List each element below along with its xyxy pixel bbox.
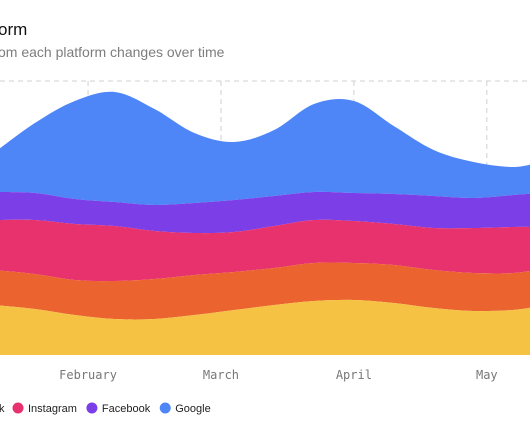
legend-item-facebook[interactable]: Facebook bbox=[86, 402, 151, 416]
legend-label: Instagram bbox=[28, 403, 77, 415]
area-series-facebook bbox=[0, 191, 530, 234]
area-series-google bbox=[0, 91, 530, 206]
legend-label: Google bbox=[175, 403, 210, 415]
x-axis: February March April May bbox=[59, 368, 498, 382]
legend-swatch-icon bbox=[86, 402, 98, 414]
chart-subtitle: om each platform changes over time bbox=[0, 44, 225, 60]
legend-item-google[interactable]: Google bbox=[159, 402, 211, 416]
legend-item-instagram[interactable]: Instagram bbox=[12, 402, 77, 416]
legend-item-k[interactable]: k bbox=[0, 403, 5, 415]
area-series-instagram bbox=[0, 262, 530, 320]
area-series-instagram bbox=[0, 219, 530, 282]
legend-label: Facebook bbox=[102, 403, 151, 415]
x-tick-label: March bbox=[203, 368, 239, 382]
legend-swatch-icon bbox=[159, 402, 171, 414]
legend: k Instagram Facebook Google bbox=[0, 402, 211, 416]
legend-label: k bbox=[0, 403, 5, 415]
chart-title: orm bbox=[0, 20, 28, 39]
area-series-group bbox=[0, 91, 530, 355]
x-tick-label: May bbox=[476, 368, 498, 382]
x-tick-label: April bbox=[336, 368, 372, 382]
x-tick-label: February bbox=[59, 368, 117, 382]
area-series-k bbox=[0, 299, 530, 355]
legend-swatch-icon bbox=[12, 402, 24, 414]
